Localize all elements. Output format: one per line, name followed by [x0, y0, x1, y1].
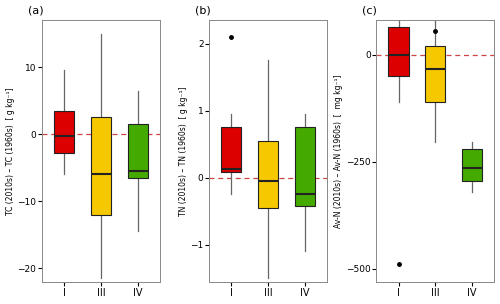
Text: (c): (c)	[362, 5, 377, 15]
FancyBboxPatch shape	[91, 117, 111, 215]
FancyBboxPatch shape	[462, 149, 482, 181]
FancyBboxPatch shape	[388, 27, 408, 76]
FancyBboxPatch shape	[295, 127, 315, 206]
Y-axis label: Av-N (2010s) – Av-N (1960s)  [  mg kg⁻¹]: Av-N (2010s) – Av-N (1960s) [ mg kg⁻¹]	[334, 74, 343, 228]
FancyBboxPatch shape	[258, 141, 278, 208]
Y-axis label: TC (2010s) – TC (1960s)  [ g kg⁻¹]: TC (2010s) – TC (1960s) [ g kg⁻¹]	[6, 87, 15, 215]
Y-axis label: TN (2010s) – TN (1960s)  [ g kg⁻¹]: TN (2010s) – TN (1960s) [ g kg⁻¹]	[178, 86, 188, 216]
FancyBboxPatch shape	[425, 46, 446, 102]
Text: (a): (a)	[28, 5, 44, 15]
FancyBboxPatch shape	[128, 124, 148, 178]
FancyBboxPatch shape	[221, 127, 242, 172]
Text: (b): (b)	[195, 5, 210, 15]
FancyBboxPatch shape	[54, 111, 74, 153]
